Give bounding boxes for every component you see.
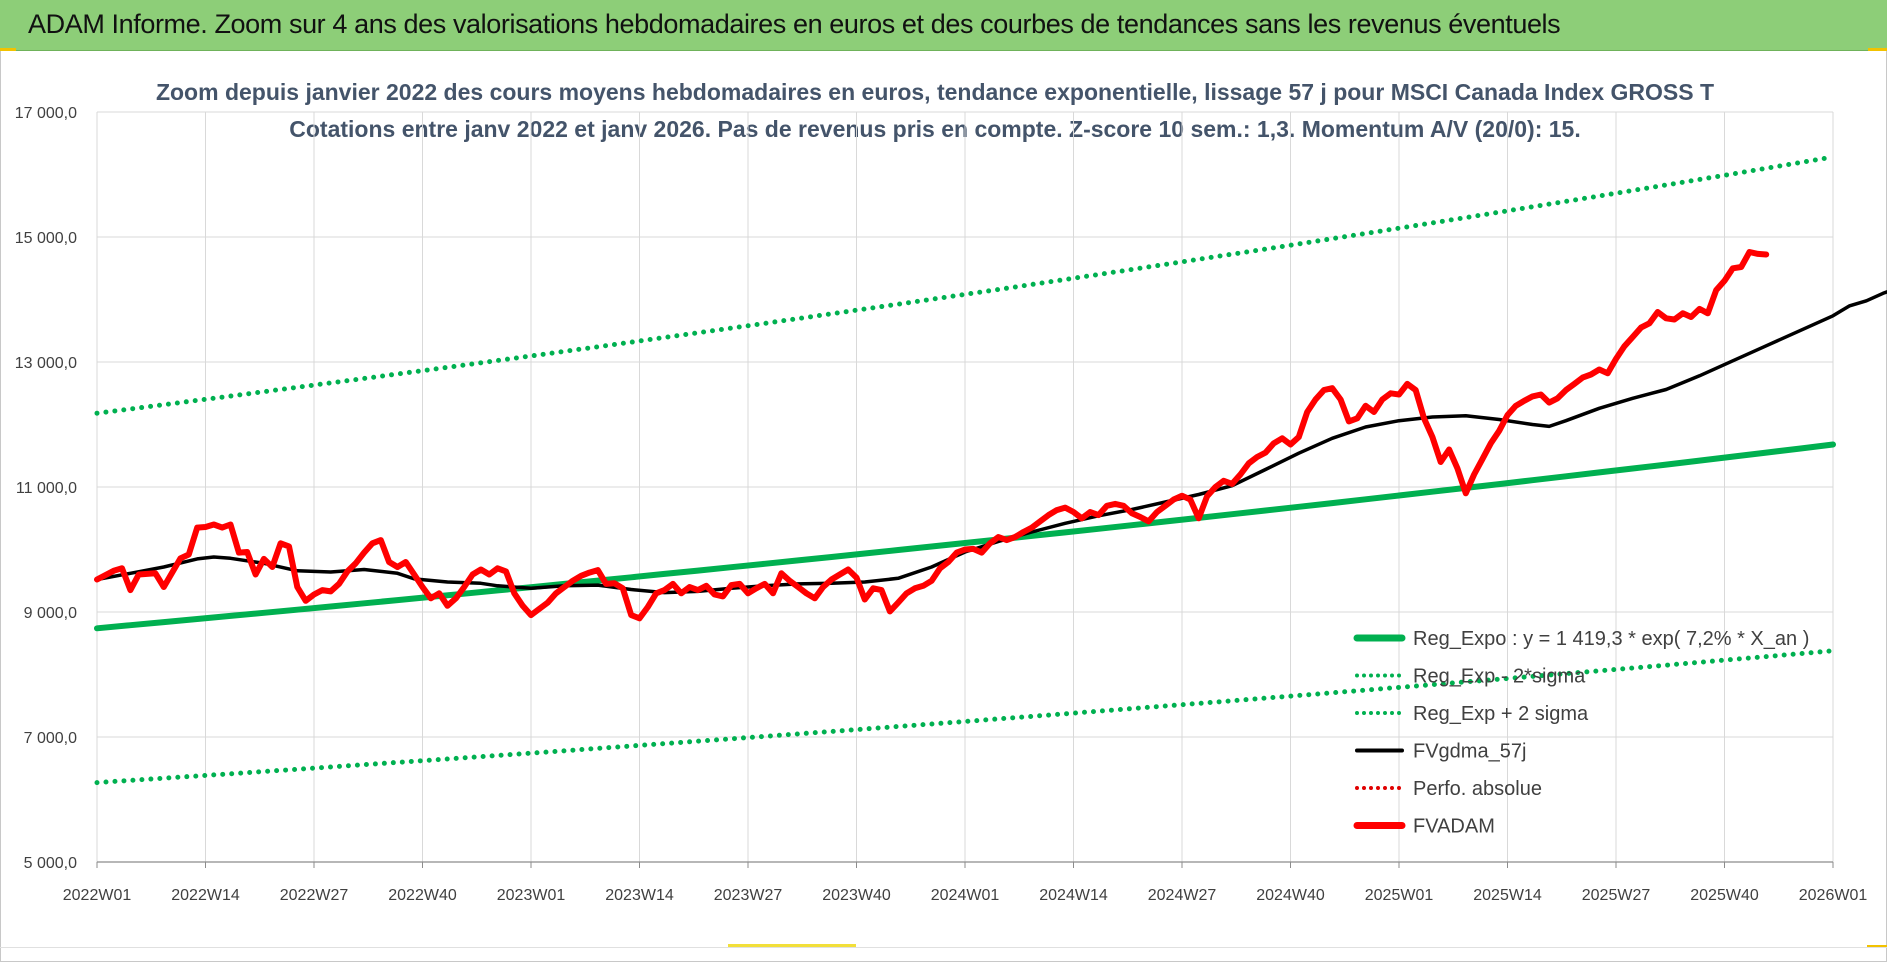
chart-title: Zoom depuis janvier 2022 des cours moyen… — [156, 79, 1714, 105]
x-tick-label: 2023W40 — [822, 887, 891, 904]
x-tick-label: 2026W01 — [1799, 887, 1868, 904]
corner-accent-bottom-right — [1867, 945, 1887, 948]
y-axis: 5 000,0 7 000,0 9 000,0 11 000,0 13 000,0 15 … — [15, 105, 77, 872]
y-tick-label: 15 000,0 — [15, 230, 77, 247]
x-tick-label: 2025W01 — [1365, 887, 1434, 904]
corner-accent-top-left — [0, 48, 16, 51]
corner-accent-top-right — [1868, 48, 1887, 51]
x-tick-label: 2023W14 — [605, 887, 674, 904]
y-tick-label: 11 000,0 — [16, 480, 77, 497]
banner-title: ADAM Informe. Zoom sur 4 ans des valoris… — [28, 9, 1561, 39]
y-tick-label: 17 000,0 — [15, 105, 77, 122]
x-axis: 2022W01 2022W14 2022W27 2022W40 2023W01 2023W… — [63, 861, 1868, 904]
header-banner: ADAM Informe. Zoom sur 4 ans des valoris… — [0, 0, 1887, 51]
legend-label-2: Reg_Exp + 2 sigma — [1413, 703, 1589, 725]
series-line-5 — [94, 249, 1770, 622]
y-tick-label: 9 000,0 — [24, 605, 77, 622]
x-tick-label: 2022W40 — [388, 887, 457, 904]
bottom-divider — [0, 947, 1887, 948]
x-tick-label: 2024W40 — [1256, 887, 1325, 904]
y-tick-label: 13 000,0 — [15, 355, 77, 372]
y-tick-label: 7 000,0 — [24, 730, 77, 747]
x-tick-label: 2022W01 — [63, 887, 132, 904]
x-tick-label: 2022W27 — [280, 887, 349, 904]
chart-series — [94, 154, 1887, 786]
x-tick-label: 2023W27 — [714, 887, 783, 904]
x-tick-label: 2022W14 — [171, 887, 240, 904]
legend-label-5: FVADAM — [1413, 816, 1495, 838]
x-tick-label: 2025W40 — [1690, 887, 1759, 904]
x-tick-label: 2024W01 — [931, 887, 1000, 904]
chart-subtitle: Cotations entre janv 2022 et janv 2026. … — [289, 116, 1580, 142]
legend-label-1: Reg_Exp - 2*sigma — [1413, 666, 1586, 688]
legend-label-4: Perfo. absolue — [1413, 778, 1542, 800]
legend-label-3: FVgdma_57j — [1413, 741, 1526, 763]
chart-legend: Reg_Expo : y = 1 419,3 * exp( 7,2% * X_a… — [1353, 628, 1809, 838]
x-tick-label: 2025W27 — [1582, 887, 1651, 904]
series-line-0 — [94, 441, 1836, 632]
x-tick-label: 2024W27 — [1148, 887, 1217, 904]
chart-grid — [96, 111, 1834, 863]
x-tick-label: 2025W14 — [1473, 887, 1542, 904]
legend-label-0: Reg_Expo : y = 1 419,3 * exp( 7,2% * X_a… — [1413, 628, 1809, 650]
x-tick-label: 2024W14 — [1039, 887, 1108, 904]
bottom-accent — [728, 944, 856, 947]
series-line-1 — [94, 648, 1836, 786]
x-tick-label: 2023W01 — [497, 887, 566, 904]
series-line-3 — [95, 289, 1887, 595]
y-tick-label: 5 000,0 — [24, 855, 77, 872]
